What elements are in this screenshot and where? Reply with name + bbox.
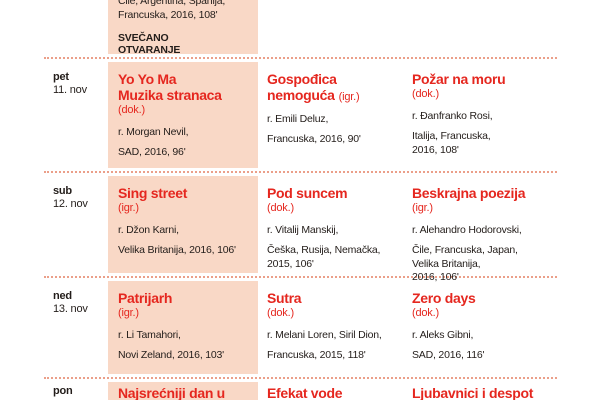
- film-entry: Pod suncem (dok.) r. Vitalij Manskij, Če…: [267, 185, 417, 271]
- film-origin: Novi Zeland, 2016, 103': [118, 349, 224, 361]
- film-origin: Italija, Francuska, 2016, 108': [412, 130, 491, 156]
- film-cell-background: [108, 176, 258, 273]
- film-credit: r. Melani Loren, Siril Dion,: [267, 329, 382, 341]
- film-title: Sing street: [118, 185, 188, 201]
- film-title: Gospođica nemoguća (igr.): [267, 71, 360, 103]
- film-type: (dok.): [412, 307, 439, 319]
- film-origin: SAD, 2016, 116': [412, 349, 485, 361]
- film-entry: Patrijarh (igr.) r. Li Tamahori, Novi Ze…: [118, 290, 268, 363]
- film-origin: SAD, 2016, 96': [118, 146, 186, 158]
- film-credit: r. Đanfranko Rosi,: [412, 110, 493, 122]
- film-entry: Zero days (dok.) r. Aleks Gibni, SAD, 20…: [412, 290, 562, 363]
- day-label: pon: [53, 385, 73, 397]
- film-cell-background: [108, 281, 258, 374]
- film-type: (dok.): [267, 307, 294, 319]
- film-title: Beskrajna poezija: [412, 185, 526, 201]
- film-title: Zero days: [412, 290, 476, 306]
- date-cell: pon: [53, 385, 107, 398]
- film-title: Najsrećniji dan u: [118, 385, 225, 400]
- row-separator: [44, 171, 557, 173]
- film-credit: r. Vitalij Manskij,: [267, 224, 339, 236]
- film-entry: Ljubavnici i despot: [412, 385, 562, 400]
- film-credit: r. Alehandro Hodorovski,: [412, 224, 522, 236]
- film-entry: Sing street (igr.) r. Džon Karni, Velika…: [118, 185, 268, 258]
- film-origin: Čile, Francuska, Japan, Velika Britanija…: [412, 244, 518, 283]
- film-entry: Yo Yo Ma Muzika stranaca (dok.) r. Morga…: [118, 71, 268, 160]
- film-type: (igr.): [118, 202, 139, 214]
- film-type: (igr.): [118, 307, 139, 319]
- film-title: Požar na moru: [412, 71, 506, 87]
- day-label: ned: [53, 290, 72, 302]
- film-cell-background: [108, 382, 258, 400]
- film-type: (dok.): [118, 104, 145, 116]
- film-origin: Francuska, 2016, 90': [267, 133, 361, 145]
- film-origin: Češka, Rusija, Nemačka, 2015, 106': [267, 244, 381, 270]
- film-credit: r. Morgan Nevil,: [118, 126, 189, 138]
- film-title: Efekat vode: [267, 385, 343, 400]
- film-entry: Požar na moru (dok.) r. Đanfranko Rosi, …: [412, 71, 562, 157]
- film-entry: Beskrajna poezija (igr.) r. Alehandro Ho…: [412, 185, 562, 285]
- film-credit: r. Li Tamahori,: [118, 329, 181, 341]
- opening-ceremony-label: SVEČANO OTVARANJE: [118, 32, 181, 56]
- film-type: (igr.): [412, 202, 433, 214]
- date-label: 11. nov: [53, 84, 87, 96]
- film-credit: r. Aleks Gibni,: [412, 329, 474, 341]
- film-origin: Francuska, 2015, 118': [267, 349, 366, 361]
- film-title: Pod suncem: [267, 185, 348, 201]
- film-entry: Najsrećniji dan u: [118, 385, 268, 400]
- date-cell: ned 13. nov: [53, 290, 107, 316]
- film-credit: r. Džon Karni,: [118, 224, 179, 236]
- film-title: Sutra: [267, 290, 302, 306]
- day-label: pet: [53, 71, 69, 83]
- date-label: 12. nov: [53, 198, 88, 210]
- film-origin: Čile, Argentina, Španija, Francuska, 201…: [118, 0, 226, 21]
- film-type: (igr.): [338, 91, 360, 103]
- film-credit: r. Emili Deluz,: [267, 113, 329, 125]
- film-type: (dok.): [267, 202, 294, 214]
- date-cell: pet 11. nov: [53, 71, 107, 97]
- row-separator: [44, 276, 557, 278]
- film-entry: Gospođica nemoguća (igr.) r. Emili Deluz,…: [267, 71, 417, 147]
- film-origin: Velika Britanija, 2016, 106': [118, 244, 236, 256]
- day-label: sub: [53, 185, 72, 197]
- film-title: Ljubavnici i despot: [412, 385, 534, 400]
- opening-cell-background: [108, 0, 258, 54]
- film-entry: Sutra (dok.) r. Melani Loren, Siril Dion…: [267, 290, 417, 363]
- row-separator: [44, 377, 557, 379]
- film-entry: Efekat vode: [267, 385, 417, 400]
- date-cell: sub 12. nov: [53, 185, 107, 211]
- film-type: (dok.): [412, 88, 439, 100]
- date-label: 13. nov: [53, 303, 88, 315]
- film-title: Yo Yo Ma Muzika stranaca: [118, 71, 222, 103]
- film-cell-background: [108, 62, 258, 168]
- row-separator: [44, 57, 557, 59]
- film-title: Patrijarh: [118, 290, 173, 306]
